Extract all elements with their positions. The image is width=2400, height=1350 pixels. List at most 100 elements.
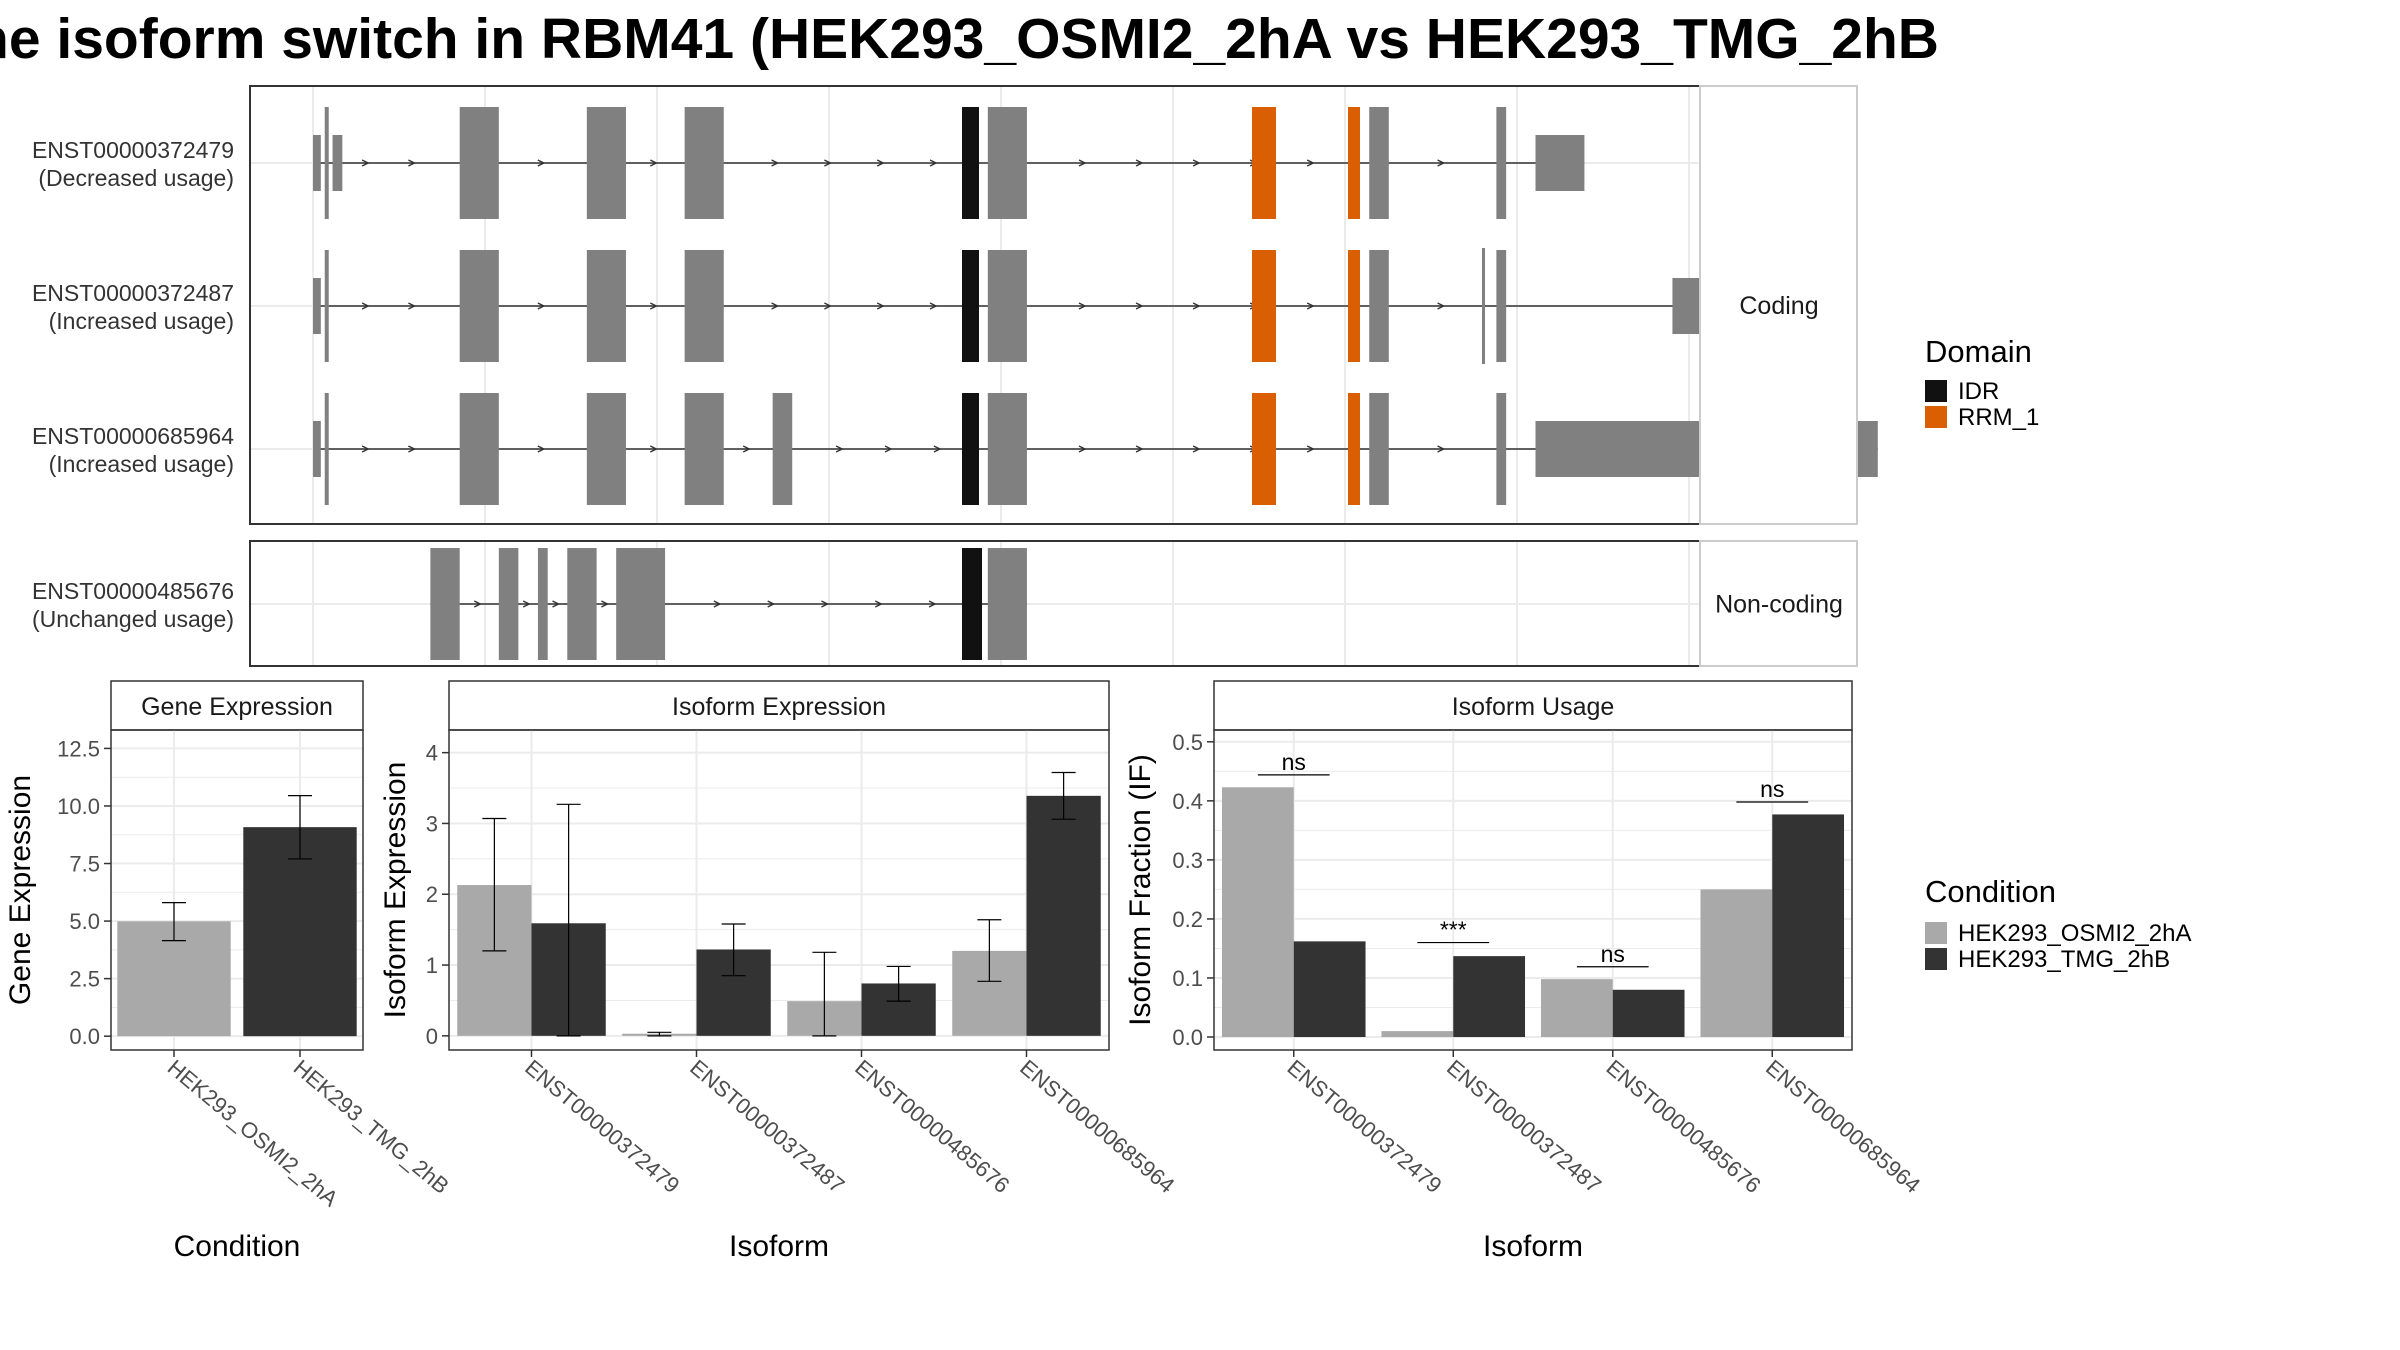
- transcript-group-coding: ENST00000372479(Decreased usage)ENST0000…: [32, 85, 1878, 525]
- y-tick-label: 3: [426, 811, 438, 836]
- rrm-domain: [1252, 393, 1276, 505]
- direction-arrow: [1437, 302, 1446, 310]
- expression-charts: Gene Expression0.02.55.07.510.012.5HEK29…: [4, 680, 1925, 1263]
- facet-strip: [110, 680, 364, 731]
- legend-title: Domain: [1925, 334, 2032, 369]
- exon-block: [324, 393, 329, 505]
- idr-domain: [962, 393, 979, 505]
- exon-block: [772, 393, 793, 505]
- exon-block: [1482, 248, 1485, 364]
- exon-block: [537, 548, 548, 660]
- direction-arrow: [835, 445, 844, 453]
- direction-arrow: [522, 600, 531, 608]
- direction-arrow: [876, 302, 885, 310]
- transcript-structure-panel: ENST00000372479(Decreased usage)ENST0000…: [32, 85, 1878, 667]
- x-axis-title: Isoform: [1483, 1230, 1583, 1263]
- bar-tmg: [1612, 989, 1685, 1038]
- direction-arrow: [742, 445, 751, 453]
- utr-block: [332, 135, 343, 191]
- error-bar: [482, 817, 507, 952]
- y-tick-label: 0.2: [1172, 907, 1203, 932]
- transcript-id-label: ENST00000372487: [32, 280, 234, 306]
- y-tick-label: 5.0: [69, 909, 100, 934]
- direction-arrow: [876, 159, 885, 167]
- x-tick-label: ENST00000372487: [685, 1055, 849, 1198]
- bar-tmg: [1026, 795, 1101, 1036]
- direction-arrow: [473, 600, 482, 608]
- exon-block: [459, 107, 499, 219]
- exon-block: [430, 548, 460, 660]
- transcript-group-non-coding: ENST00000485676(Unchanged usage) Non-codi…: [32, 540, 1858, 667]
- bar-tmg: [243, 827, 357, 1037]
- exon-block: [987, 393, 1027, 505]
- chart-isoform-usage: Isoform Usage 0.0 0.1 0.2 0.3 0.4 0.5 ns *** ns ns…: [1124, 680, 1925, 1263]
- exon-block: [1369, 107, 1389, 219]
- legend-title: Condition: [1925, 874, 2056, 909]
- y-tick-label: 0.0: [69, 1024, 100, 1049]
- x-tick-label: ENST00000372479: [1283, 1055, 1447, 1198]
- bar-osmi2: [1221, 787, 1294, 1038]
- error-bar: [647, 1031, 672, 1037]
- rrm-domain: [1348, 393, 1360, 505]
- rrm-domain: [1252, 107, 1276, 219]
- direction-arrow: [824, 302, 832, 310]
- direction-arrow: [1078, 302, 1087, 310]
- transcript-ENST00000372479: ENST00000372479(Decreased usage): [32, 107, 1585, 219]
- exon-block: [1496, 250, 1507, 362]
- direction-arrow: [601, 600, 609, 608]
- x-tick-label: ENST00000485676: [1602, 1055, 1766, 1198]
- direction-arrow: [649, 445, 658, 453]
- transcript-usage-label: (Unchanged usage): [32, 606, 234, 632]
- exon-block: [684, 250, 724, 362]
- direction-arrow: [408, 159, 416, 167]
- exon-block: [313, 278, 321, 334]
- direction-arrow: [537, 159, 546, 167]
- exon-block: [586, 250, 626, 362]
- panel-border: [110, 729, 364, 1051]
- y-tick-label: 0.0: [1172, 1025, 1203, 1050]
- direction-arrow: [361, 159, 370, 167]
- facet-strip-label: Coding: [1739, 292, 1818, 320]
- idr-domain: [962, 250, 979, 362]
- y-axis-title: Isoform Fraction (IF): [1124, 754, 1157, 1026]
- exon-block: [1496, 107, 1507, 219]
- exon-block: [987, 107, 1027, 219]
- direction-arrow: [361, 302, 370, 310]
- facet-strip: [1213, 680, 1853, 731]
- x-axis-title: Condition: [174, 1230, 301, 1263]
- legend-label: HEK293_TMG_2hB: [1958, 946, 2170, 973]
- legend-key-condition: [1925, 948, 1947, 970]
- exon-block: [586, 107, 626, 219]
- x-axis-title: Isoform: [729, 1230, 829, 1263]
- direction-arrow: [1306, 302, 1315, 310]
- exon-block: [684, 393, 724, 505]
- legend-key-condition: [1925, 922, 1947, 944]
- facet-strip-label: Non-coding: [1715, 591, 1843, 619]
- legend-label: RRM_1: [1958, 404, 2039, 431]
- exon-block: [459, 250, 499, 362]
- direction-arrow: [1078, 445, 1087, 453]
- exon-block: [324, 250, 329, 362]
- exon-block: [987, 250, 1027, 362]
- transcript-id-label: ENST00000372479: [32, 137, 234, 163]
- direction-arrow: [1192, 302, 1201, 310]
- rrm-domain: [1348, 250, 1360, 362]
- y-tick-label: 4: [426, 741, 438, 766]
- utr-block: [1535, 135, 1585, 191]
- exon-block: [313, 135, 321, 191]
- direction-arrow: [1437, 445, 1446, 453]
- error-bar: [288, 795, 312, 860]
- transcript-ENST00000372487: ENST00000372487(Increased usage): [32, 248, 1751, 364]
- y-tick-label: 2: [426, 882, 438, 907]
- x-tick-label: ENST00000685964: [1761, 1055, 1925, 1198]
- error-bar: [812, 951, 837, 1037]
- direction-arrow: [537, 302, 546, 310]
- direction-arrow: [1135, 159, 1144, 167]
- idr-domain: [962, 548, 982, 660]
- direction-arrow: [1135, 302, 1144, 310]
- direction-arrow: [821, 600, 830, 608]
- panel-border: [448, 729, 1110, 1051]
- bar-tmg: [1772, 814, 1845, 1038]
- transcript-usage-label: (Increased usage): [49, 451, 234, 477]
